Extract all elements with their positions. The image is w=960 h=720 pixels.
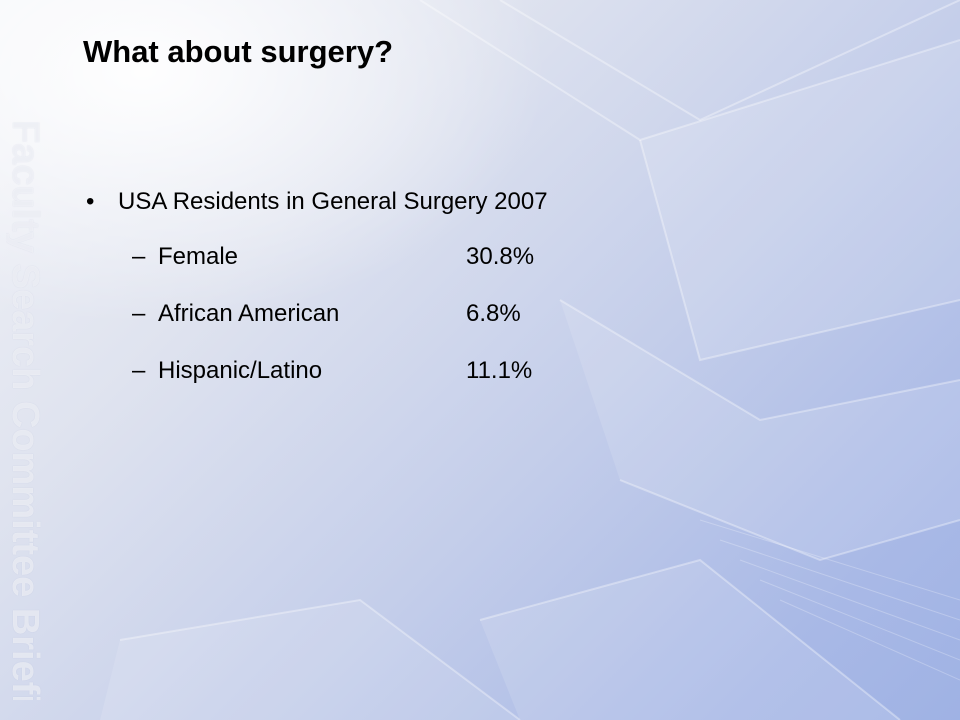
sub-item-label: Hispanic/Latino: [158, 357, 323, 384]
sub-item-label: Female: [158, 243, 239, 270]
sub-item-female: – Female 30.8%: [132, 228, 846, 285]
sub-item-marker: –: [132, 243, 146, 270]
sub-item-value: 11.1%: [466, 357, 533, 384]
sub-item-african-american: – African American 6.8%: [132, 285, 846, 342]
sub-item-label: African American: [158, 300, 340, 327]
sub-item-value: 6.8%: [466, 300, 521, 327]
slide-title: What about surgery?: [83, 34, 394, 69]
bullet-item: • USA Residents in General Surgery 2007: [86, 188, 846, 228]
sub-item-marker: –: [132, 357, 146, 384]
slide-content: • USA Residents in General Surgery 2007 …: [86, 188, 846, 399]
side-watermark: Faculty Search Committee Briefing: [6, 120, 54, 700]
bullet-marker: •: [86, 188, 95, 215]
sub-item-marker: –: [132, 300, 146, 327]
watermark-text: Faculty Search Committee Briefing: [6, 120, 46, 700]
sub-item-hispanic-latino: – Hispanic/Latino 11.1%: [132, 342, 846, 399]
sub-item-value: 30.8%: [466, 243, 535, 270]
bullet-text: USA Residents in General Surgery 2007: [118, 188, 548, 215]
